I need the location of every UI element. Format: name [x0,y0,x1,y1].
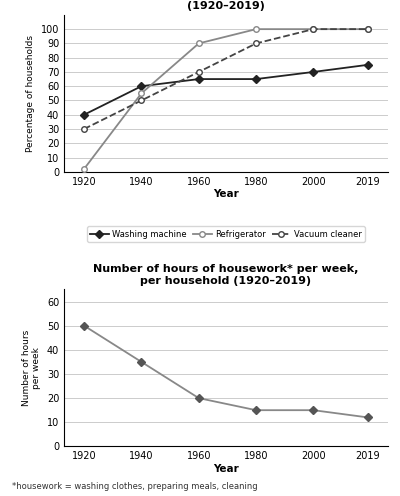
Y-axis label: Number of hours
per week: Number of hours per week [22,330,41,406]
Legend: Washing machine, Refrigerator, Vacuum cleaner: Washing machine, Refrigerator, Vacuum cl… [87,226,365,242]
X-axis label: Year: Year [213,189,239,199]
Y-axis label: Percentage of households: Percentage of households [26,35,35,152]
Text: *housework = washing clothes, preparing meals, cleaning: *housework = washing clothes, preparing … [12,482,258,491]
Title: Percentage of households with electrical appliances
(1920–2019): Percentage of households with electrical… [63,0,389,11]
Title: Number of hours of housework* per week,
per household (1920–2019): Number of hours of housework* per week, … [93,264,359,286]
X-axis label: Year: Year [213,464,239,474]
